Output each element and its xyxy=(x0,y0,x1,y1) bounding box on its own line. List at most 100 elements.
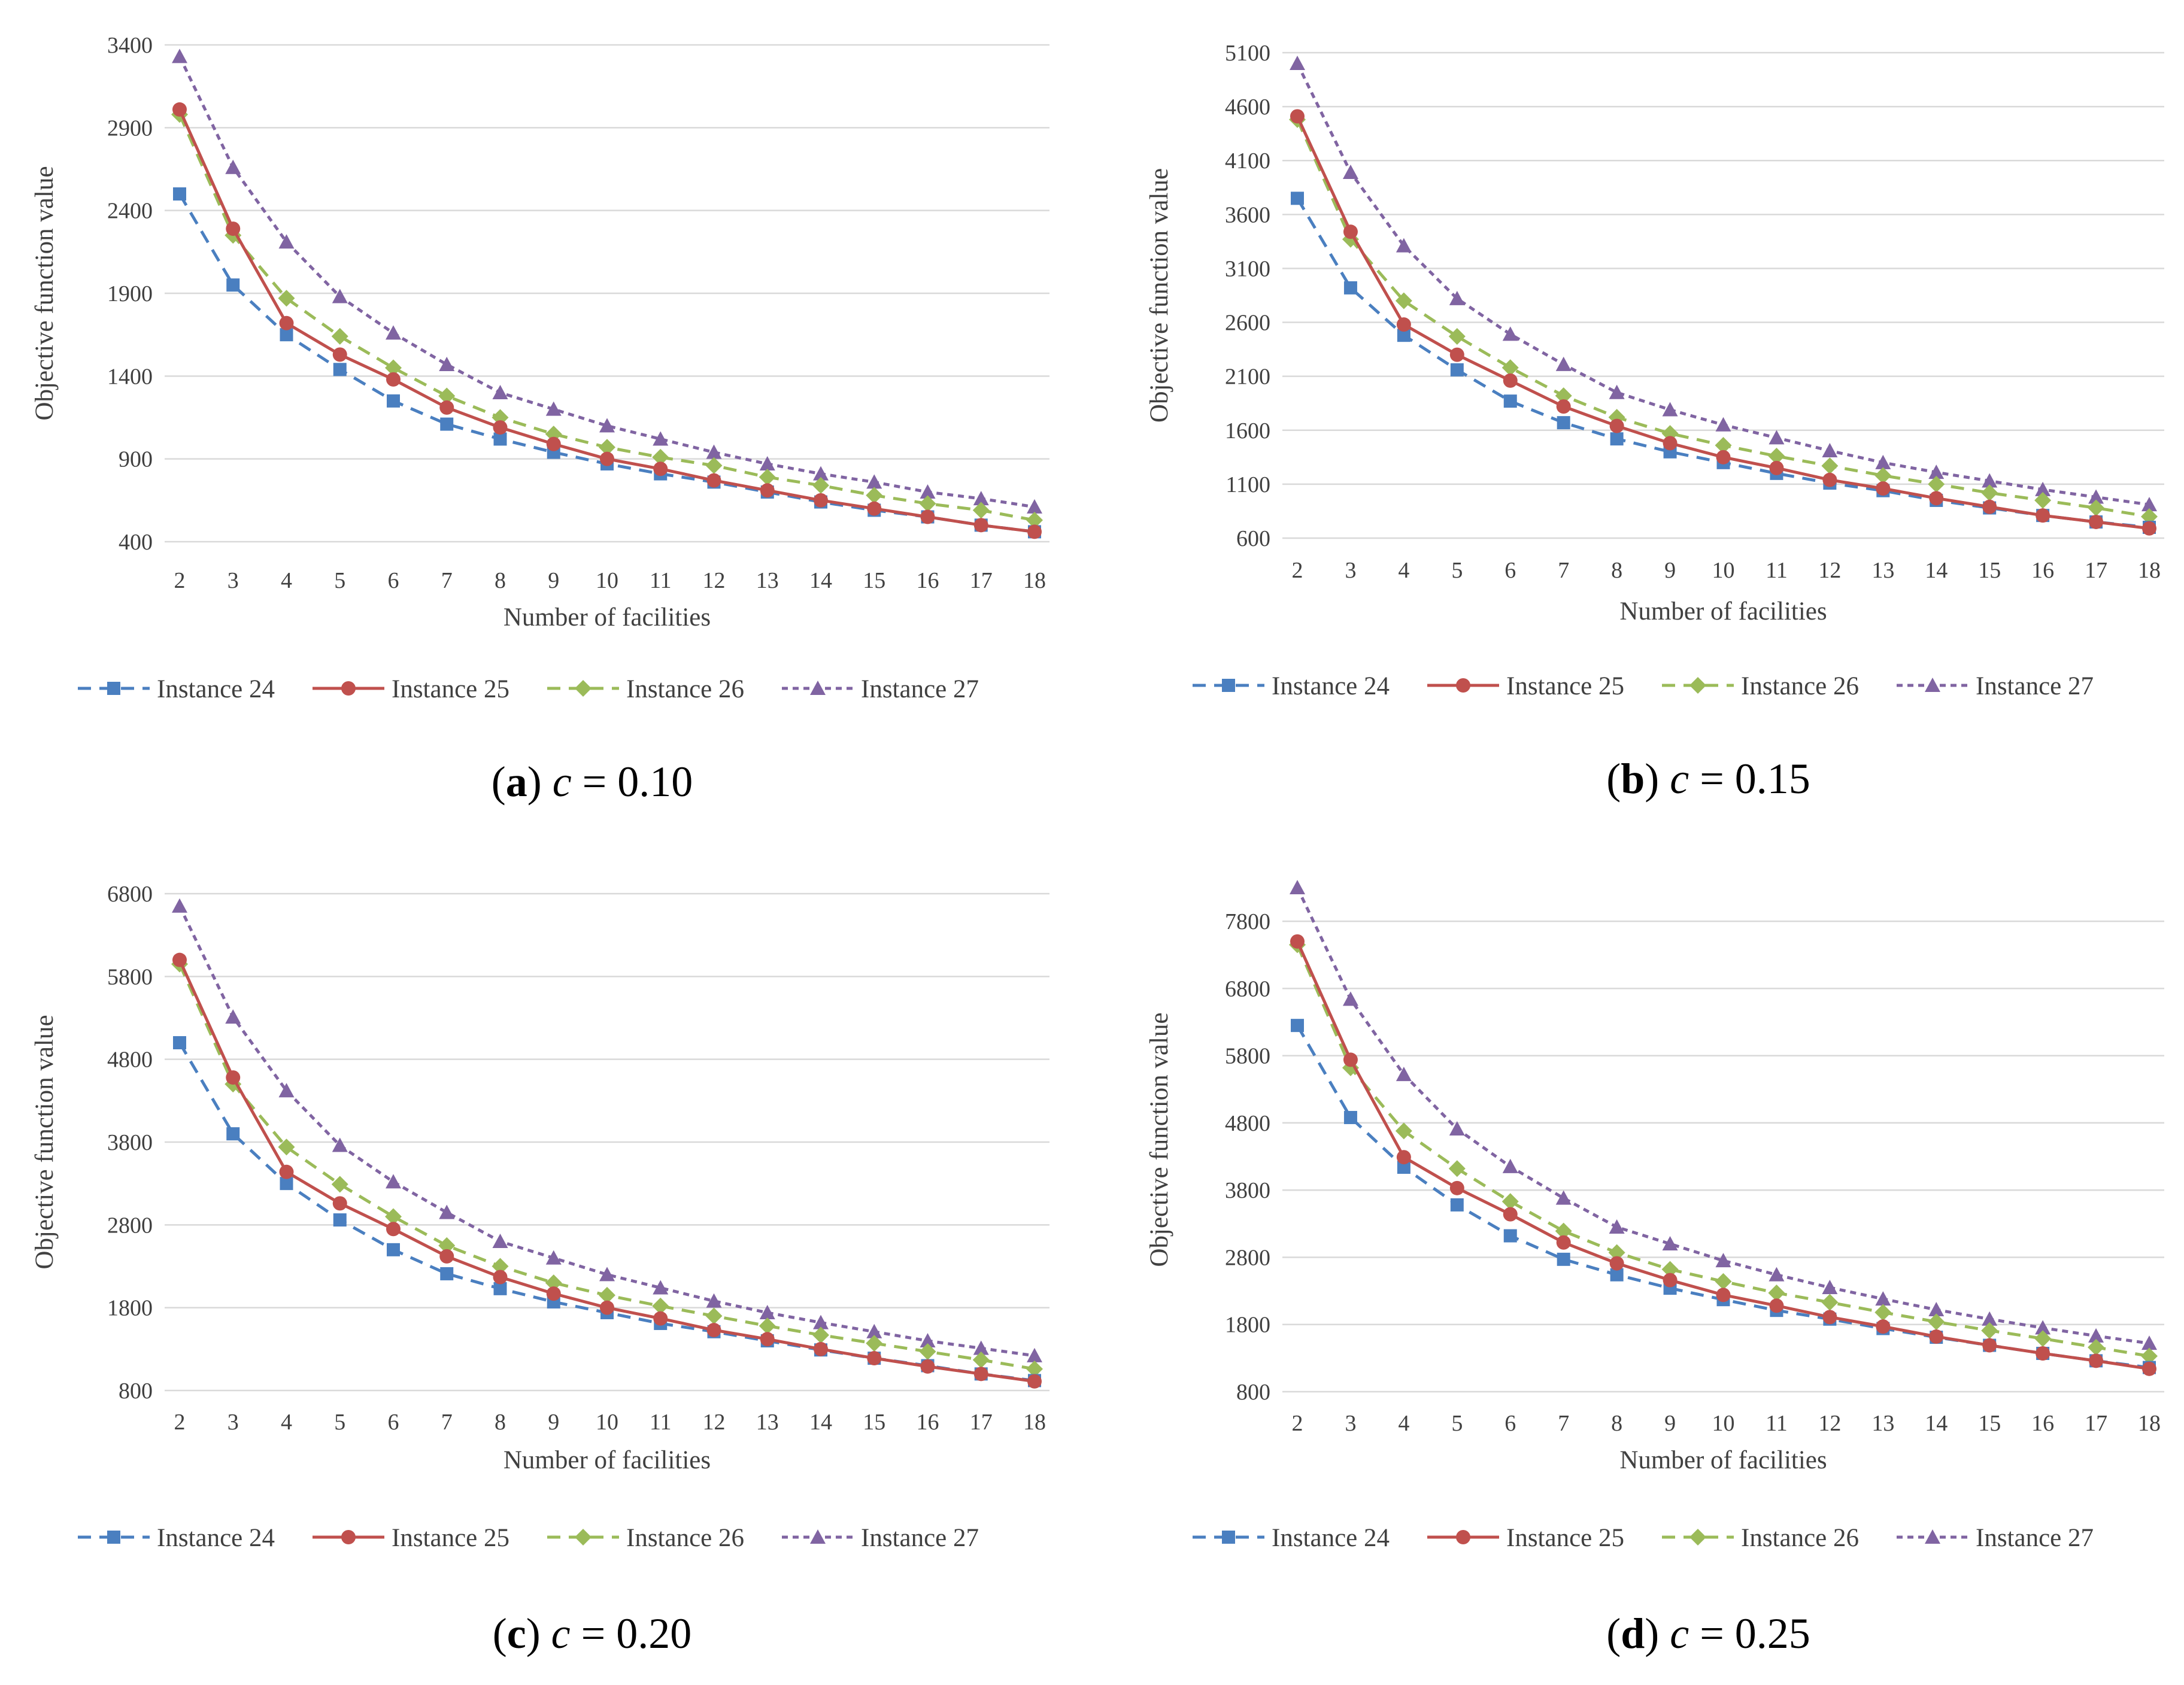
x-tick-label: 14 xyxy=(809,1410,832,1435)
data-point xyxy=(226,1070,241,1085)
data-point xyxy=(1610,432,1624,446)
data-point xyxy=(1343,224,1358,239)
y-tick-label: 600 xyxy=(1236,526,1270,551)
data-point xyxy=(440,1267,454,1280)
y-axis-title: Objective function value xyxy=(1145,168,1173,423)
data-point xyxy=(759,469,776,486)
data-point xyxy=(1396,1067,1412,1082)
x-tick-label: 6 xyxy=(1504,1411,1516,1436)
panel-caption: (d) c = 0.25 xyxy=(1606,1610,1810,1657)
data-point xyxy=(1343,281,1357,295)
x-tick-label: 4 xyxy=(281,1410,292,1435)
x-tick-label: 18 xyxy=(1023,568,1046,593)
data-point xyxy=(760,1332,775,1347)
data-point xyxy=(1715,417,1731,432)
x-tick-label: 16 xyxy=(2031,558,2054,583)
x-tick-label: 13 xyxy=(756,1410,779,1435)
x-tick-label: 13 xyxy=(1871,1411,1894,1436)
data-point xyxy=(1609,1219,1625,1234)
x-tick-label: 10 xyxy=(1712,1411,1735,1436)
legend-marker xyxy=(107,682,120,695)
data-point xyxy=(385,1208,402,1225)
x-tick-label: 7 xyxy=(1558,558,1569,583)
x-tick-label: 11 xyxy=(1766,558,1788,583)
data-point xyxy=(172,952,187,967)
data-point xyxy=(333,1213,347,1227)
x-tick-label: 17 xyxy=(2085,558,2107,583)
x-tick-label: 14 xyxy=(1925,1411,1948,1436)
series-line xyxy=(1296,1024,2150,1370)
x-tick-label: 17 xyxy=(970,568,993,593)
y-tick-label: 800 xyxy=(119,1379,153,1404)
data-point xyxy=(1981,484,1998,502)
panel-caption: (b) c = 0.15 xyxy=(1606,755,1810,803)
panel-caption: (c) c = 0.20 xyxy=(493,1610,692,1657)
data-point xyxy=(653,462,668,476)
legend-label: Instance 27 xyxy=(861,1524,979,1552)
x-tick-label: 2 xyxy=(1292,558,1303,583)
legend-label: Instance 25 xyxy=(1506,1524,1624,1552)
x-tick-label: 2 xyxy=(1292,1411,1303,1436)
x-tick-label: 9 xyxy=(1664,1411,1676,1436)
data-point xyxy=(1342,991,1358,1006)
legend-item: Instance 27 xyxy=(782,1524,979,1552)
data-point xyxy=(333,363,347,377)
data-point xyxy=(1928,1313,1945,1331)
legend-label: Instance 27 xyxy=(861,675,979,703)
series-instance-26 xyxy=(1289,111,2158,525)
data-point xyxy=(385,359,402,377)
data-point xyxy=(1609,418,1624,433)
y-tick-label: 900 xyxy=(119,447,153,472)
data-point xyxy=(546,1286,561,1301)
data-point xyxy=(1027,524,1042,539)
x-tick-label: 18 xyxy=(2138,1411,2161,1436)
y-tick-label: 2600 xyxy=(1225,311,1270,336)
data-point xyxy=(1555,387,1572,405)
data-point xyxy=(2089,1353,2104,1368)
data-point xyxy=(920,1333,936,1347)
data-point xyxy=(438,387,456,405)
y-tick-label: 1900 xyxy=(107,281,153,306)
data-point xyxy=(1982,1338,1997,1353)
data-point xyxy=(813,1314,829,1329)
data-point xyxy=(1609,384,1625,399)
legend-marker xyxy=(810,1529,826,1544)
data-point xyxy=(1449,1121,1465,1136)
y-tick-label: 3800 xyxy=(107,1130,153,1155)
data-point xyxy=(278,1083,295,1098)
data-point xyxy=(2034,1330,2052,1347)
x-tick-label: 8 xyxy=(1611,1411,1622,1436)
x-tick-label: 9 xyxy=(548,1410,559,1435)
data-point xyxy=(1502,1193,1519,1210)
data-point xyxy=(812,1326,829,1344)
data-point xyxy=(599,439,615,456)
data-point xyxy=(1875,1291,1891,1306)
data-point xyxy=(492,1258,509,1275)
data-point xyxy=(439,400,454,415)
legend-marker xyxy=(1925,1529,1940,1544)
y-tick-label: 1400 xyxy=(107,364,153,389)
y-tick-label: 2800 xyxy=(107,1213,153,1238)
data-point xyxy=(1822,443,1838,458)
data-point xyxy=(493,420,508,435)
data-point xyxy=(1449,347,1464,362)
x-tick-label: 15 xyxy=(863,568,885,593)
data-point xyxy=(599,418,615,433)
y-tick-label: 2900 xyxy=(107,116,153,141)
data-point xyxy=(2036,508,2050,523)
y-tick-label: 4600 xyxy=(1225,95,1270,120)
data-point xyxy=(1662,402,1678,417)
data-point xyxy=(2036,1346,2050,1361)
legend-label: Instance 24 xyxy=(157,1524,275,1552)
x-tick-label: 6 xyxy=(388,1410,399,1435)
data-point xyxy=(1822,472,1837,487)
x-tick-label: 8 xyxy=(1611,558,1622,583)
series-line xyxy=(178,1042,1035,1382)
data-point xyxy=(1556,1235,1571,1250)
data-point xyxy=(973,1340,989,1355)
data-point xyxy=(1395,292,1412,309)
legend-label: Instance 24 xyxy=(157,675,275,703)
x-tick-label: 5 xyxy=(334,568,345,593)
data-point xyxy=(386,1222,401,1237)
chart-panel-a: 3400 2900 2400 1900 1400 900 400 2 3 4 5 6 7 8 9 10 11 12… xyxy=(31,33,1049,806)
